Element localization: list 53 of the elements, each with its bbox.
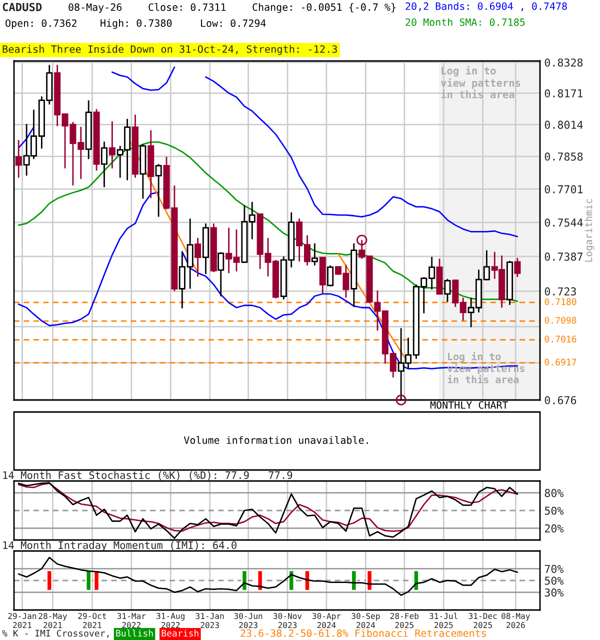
text: Low: 0.7294: [201, 19, 266, 27]
text: Close: 0.7311: [148, 3, 226, 11]
x-tick-label: 30-Nov 2023: [274, 612, 302, 628]
y-tick-label: 0.7387: [544, 252, 582, 261]
x-tick-label: 30-Apr 2024: [312, 612, 341, 628]
x-tick-label: 31-Dec 2025: [468, 612, 497, 628]
text: 08-May-26: [68, 3, 122, 13]
text: 20 Month SMA: 0.7185: [406, 18, 525, 26]
x-tick-label: 31-Jan 2023: [196, 612, 224, 628]
chart-title: CADUSD: [2, 2, 42, 12]
x-tick-label: 31-Jul 2025: [430, 612, 458, 628]
y-axis-title: Logarithmic: [584, 199, 594, 262]
ref-line-label: 0.7016: [544, 336, 576, 342]
text: Change: -0.0051 {-0.7 %}: [252, 3, 396, 13]
x-tick-label: 08-May 2026: [502, 612, 530, 628]
ref-line-label: 0.7098: [544, 316, 576, 324]
text: Volume information unavailable.: [184, 436, 368, 444]
y-tick-label: 30%: [544, 588, 564, 597]
chart-title: 14 Month Intraday Momentum (IMI): 64.0: [3, 541, 236, 551]
chart-subtitle: Bearish Three Inside Down on 31-Oct-24, Strength: -12.3: [2, 45, 337, 55]
y-tick-label: 0.7701: [544, 185, 583, 194]
x-tick-label: 30-Jun 2023: [234, 612, 262, 628]
y-tick-label: 0.7858: [544, 152, 583, 161]
text: High: 0.7380: [100, 19, 172, 29]
text: Bullish: [116, 630, 153, 637]
x-tick-label: 28-Feb 2025: [390, 612, 418, 628]
text: 20,2 Bands: 0.6904 , 0.7478: [406, 2, 567, 12]
text: Open: 0.7362: [6, 19, 76, 29]
y-tick-label: 0.8014: [544, 120, 583, 129]
x-tick-label: 28-May 2021: [38, 612, 67, 628]
x-tick-label: 31-Aug 2022: [156, 612, 184, 628]
y-tick-label: 0.8328: [544, 58, 583, 67]
y-tick-label: 50%: [544, 506, 564, 515]
x-tick-label: 29-Oct 2021: [78, 612, 106, 628]
ref-line-label: 0.7180: [544, 298, 576, 306]
text: Bearish: [162, 630, 198, 637]
x-tick-label: 30-Sep 2024: [352, 612, 380, 628]
y-tick-label: 20%: [544, 524, 564, 532]
y-tick-label: 0.723: [544, 287, 576, 296]
legend-title: % K - IMI Crossover,: [2, 630, 109, 638]
ref-line-label: 0.6917: [544, 358, 576, 366]
x-tick-label: 29-Jan 2021: [8, 612, 36, 628]
x-tick-label: 31-Mar 2022: [117, 612, 146, 628]
y-tick-label: 80%: [544, 488, 564, 498]
text: 23.6-38.2-50-61.8% Fibonacci Retracements: [240, 629, 486, 637]
y-tick-label: 0.676: [544, 396, 576, 404]
band-label: Log in to view patterns in this area: [440, 66, 520, 98]
y-tick-label: 0.8171: [544, 89, 583, 98]
y-tick-label: 70%: [544, 564, 564, 573]
chart-title: 14 Month Fast Stochastic (%K) (%D): 77.9 77.9: [3, 471, 292, 480]
y-tick-label: 50%: [544, 576, 564, 585]
y-tick-label: 0.7544: [544, 218, 583, 227]
text: MONTHLY CHART: [430, 401, 508, 409]
